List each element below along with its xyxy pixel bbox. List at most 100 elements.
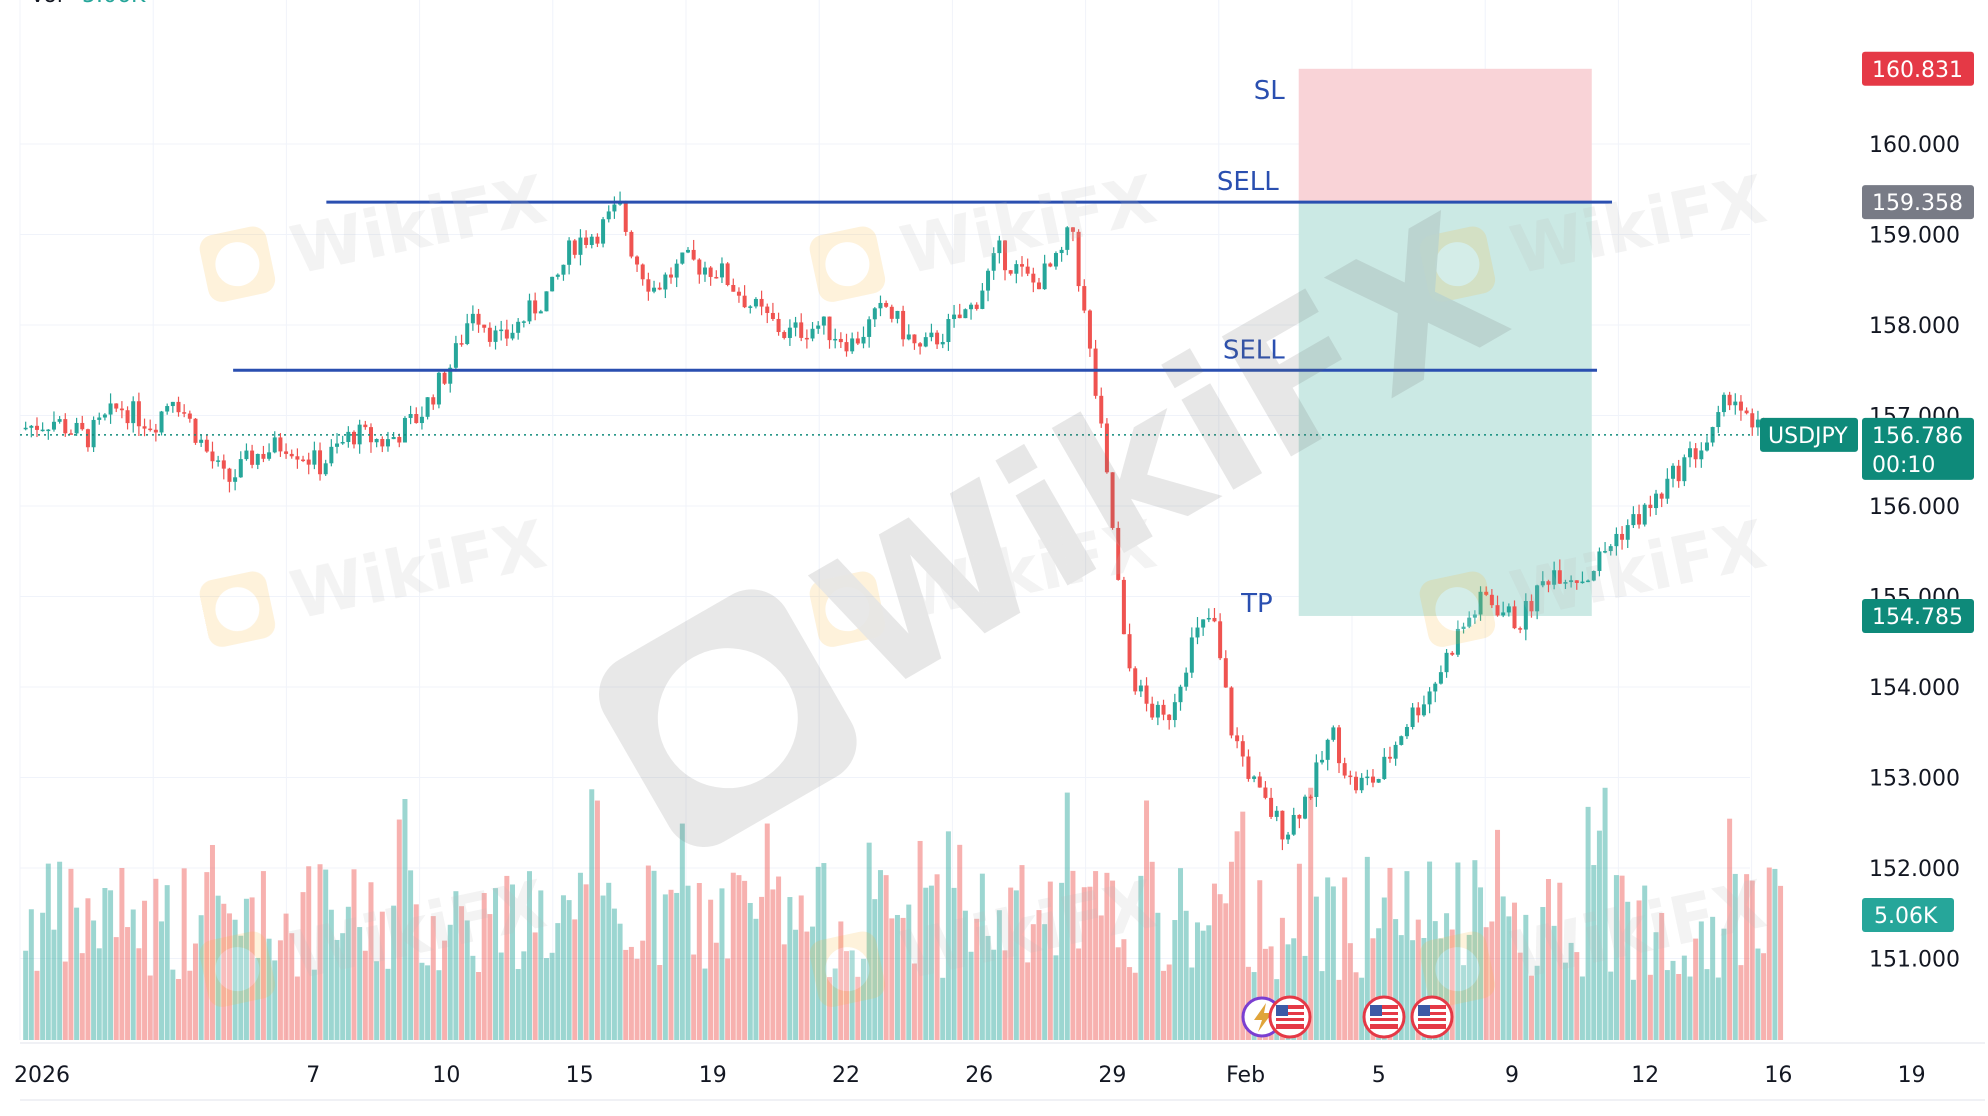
news-events[interactable] xyxy=(1241,995,1454,1039)
candle-body xyxy=(589,236,594,245)
candle-body xyxy=(1450,652,1455,655)
volume-bar xyxy=(187,970,193,1040)
candle-body xyxy=(244,450,249,460)
candle-body xyxy=(1189,637,1194,673)
volume-bar xyxy=(345,906,351,1040)
volume-bar xyxy=(1478,887,1484,1040)
volume-bar xyxy=(1087,886,1093,1040)
volume-bar xyxy=(934,874,940,1040)
us-flag-icon[interactable] xyxy=(1410,995,1454,1039)
candle-body xyxy=(408,414,413,418)
volume-bar xyxy=(68,868,74,1040)
candle-body xyxy=(510,332,515,339)
candle-body xyxy=(1178,686,1183,703)
candle-body xyxy=(1393,744,1398,759)
time-tick: 10 xyxy=(432,1063,460,1088)
volume-bar xyxy=(640,940,646,1040)
price-axis[interactable]: 160.000159.000158.000157.000156.000155.0… xyxy=(1869,133,1960,973)
candle-body xyxy=(1257,776,1262,788)
volume-bar xyxy=(515,969,521,1040)
volume-bar xyxy=(1194,922,1200,1040)
us-flag-icon[interactable] xyxy=(1362,995,1406,1039)
candle-body xyxy=(1121,579,1126,635)
candle-body xyxy=(250,450,255,465)
volume-bar xyxy=(1579,976,1585,1040)
candle-body xyxy=(216,460,221,462)
volume-bar xyxy=(1081,887,1087,1040)
volume-bar xyxy=(1534,965,1540,1040)
volume-bar xyxy=(883,875,889,1040)
volume-bar xyxy=(1608,971,1614,1040)
candle-body xyxy=(1252,776,1257,779)
candle-body xyxy=(1744,410,1749,414)
volume-bar xyxy=(1613,875,1619,1040)
volume-bar xyxy=(1472,860,1478,1040)
candle-body xyxy=(97,417,102,420)
candle-body xyxy=(114,403,119,409)
time-tick: 29 xyxy=(1098,1063,1126,1088)
volume-bar xyxy=(1240,811,1246,1040)
entry-value: 159.358 xyxy=(1872,191,1963,216)
candle-body xyxy=(969,304,974,310)
candle-body xyxy=(986,270,991,291)
volume-bar xyxy=(589,789,595,1040)
candle-body xyxy=(527,300,532,322)
candle-body xyxy=(289,453,294,457)
volume-bar xyxy=(1738,965,1744,1040)
volume-bar xyxy=(1642,885,1648,1040)
time-tick: 2026 xyxy=(14,1063,70,1088)
time-tick: 19 xyxy=(1898,1063,1926,1088)
candle-body xyxy=(1167,714,1172,721)
candle-body xyxy=(663,274,668,290)
candle-body xyxy=(380,439,385,447)
candle-body xyxy=(736,291,741,296)
volume-bar xyxy=(538,890,544,1040)
candle-body xyxy=(901,310,906,340)
candle-body xyxy=(448,367,453,384)
volume-bar xyxy=(425,965,431,1040)
volume-bar xyxy=(74,907,80,1040)
volume-bar xyxy=(1568,942,1574,1040)
candle-body xyxy=(306,459,311,465)
candle-body xyxy=(1625,525,1630,540)
volume-bar xyxy=(1755,948,1761,1040)
candle-body xyxy=(1116,527,1121,580)
candle-body xyxy=(680,252,685,264)
candle-body xyxy=(793,322,798,328)
candle-body xyxy=(799,322,804,338)
candle-body xyxy=(725,263,730,285)
time-axis[interactable]: 2026 7 10 15 19 22 26 29 Feb 5 9 12 16 19 xyxy=(14,1063,1926,1088)
candle-body xyxy=(1280,810,1285,840)
candle-body xyxy=(63,419,68,434)
candle-body xyxy=(635,256,640,265)
candle-body xyxy=(974,304,979,309)
candle-body xyxy=(991,253,996,271)
candle-body xyxy=(1382,756,1387,779)
candle-body xyxy=(1212,617,1217,622)
stop-loss-zone[interactable] xyxy=(1298,68,1592,203)
volume-bar xyxy=(1698,921,1704,1040)
volume-bar xyxy=(91,920,97,1040)
candle-body xyxy=(674,263,679,278)
candle-body xyxy=(51,421,56,430)
volume-bar xyxy=(408,870,414,1040)
take-profit-value: 154.785 xyxy=(1872,605,1963,630)
volume-bar xyxy=(130,909,136,1040)
candle-body xyxy=(1127,634,1132,669)
volume-bar xyxy=(1234,831,1240,1040)
volume-bar xyxy=(238,935,244,1040)
volume-bar xyxy=(657,965,663,1040)
volume-bar xyxy=(1625,901,1631,1040)
volume-bar xyxy=(283,913,289,1040)
volume-bar xyxy=(713,942,719,1040)
sell-levels[interactable] xyxy=(233,200,1613,372)
candle-body xyxy=(1246,756,1251,779)
candle-body xyxy=(952,314,957,320)
volume-bar xyxy=(770,889,776,1040)
take-profit-zone[interactable] xyxy=(1298,202,1592,616)
volume-bar xyxy=(1172,920,1178,1040)
candle-body xyxy=(1682,457,1687,482)
us-flag-icon[interactable] xyxy=(1268,995,1312,1039)
volume-bar xyxy=(221,903,227,1040)
